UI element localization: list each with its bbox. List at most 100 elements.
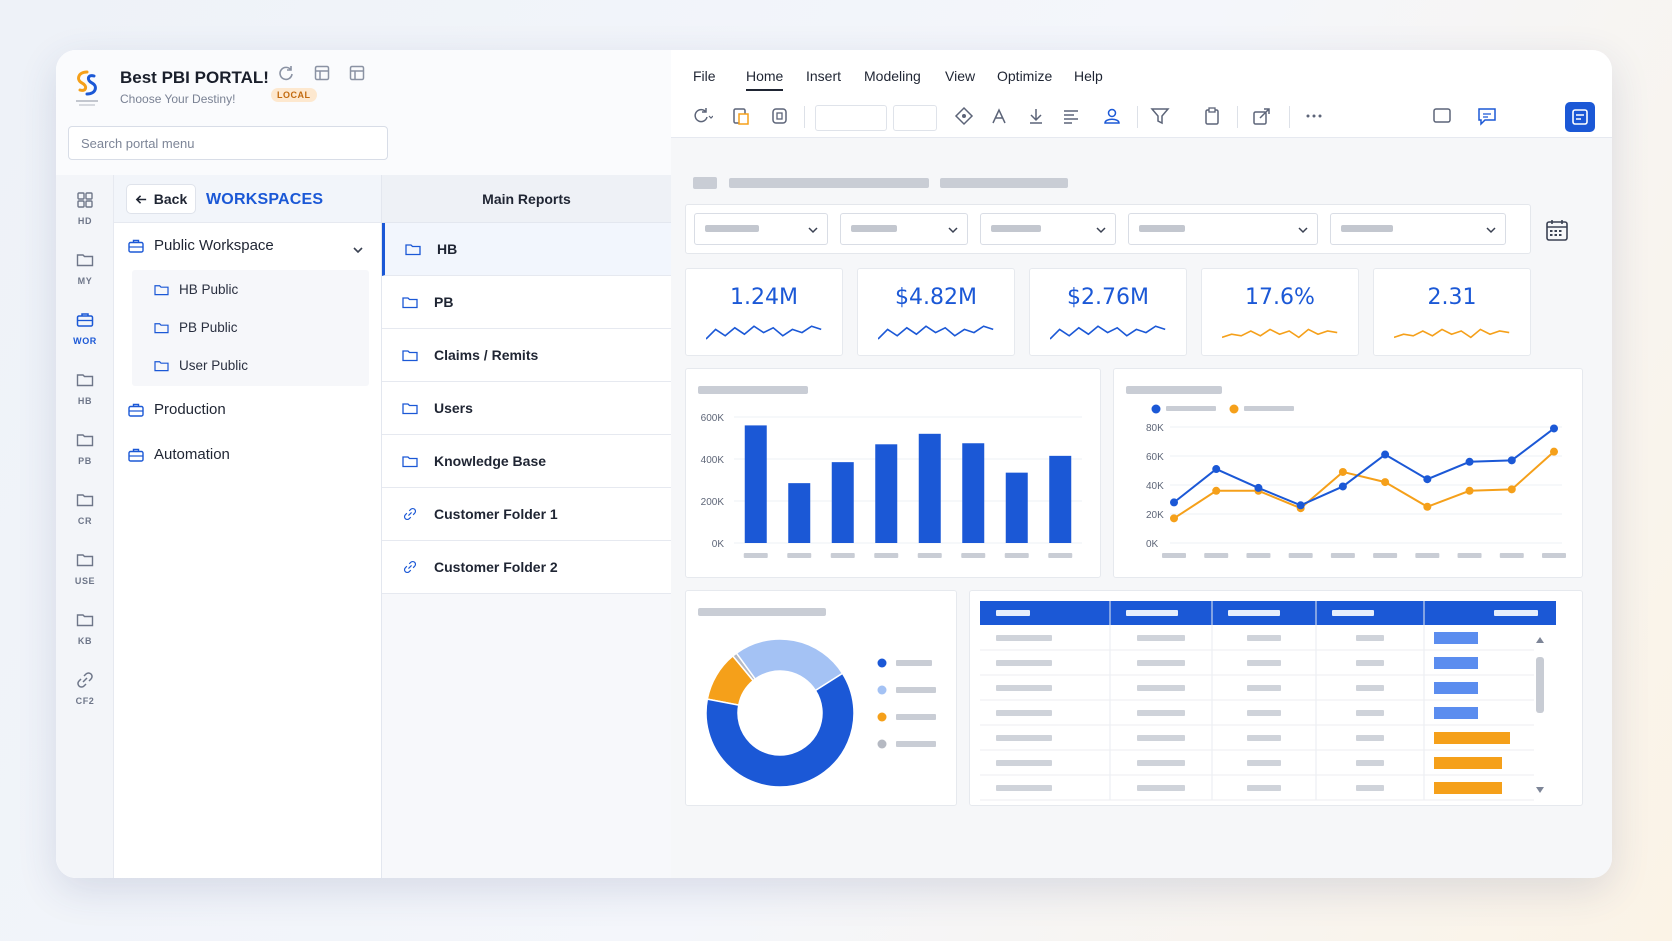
menu-view[interactable]: View: [945, 68, 976, 84]
layout-icon[interactable]: [313, 64, 331, 82]
series-line: [1173, 427, 1555, 507]
user-format-icon[interactable]: [1101, 106, 1123, 126]
publish-button[interactable]: [1565, 102, 1595, 132]
panel-icon[interactable]: [348, 64, 366, 82]
clipboard-icon[interactable]: [1201, 106, 1223, 126]
slicer-dropdown[interactable]: [840, 213, 968, 245]
chart-title: [1126, 381, 1222, 399]
refresh-toolbar-icon[interactable]: [691, 106, 713, 126]
bar[interactable]: [962, 443, 985, 543]
bar[interactable]: [744, 425, 767, 543]
report-item[interactable]: Customer Folder 1: [382, 488, 671, 541]
back-button[interactable]: Back: [126, 184, 196, 214]
data-point[interactable]: [1381, 478, 1390, 487]
data-point[interactable]: [1296, 501, 1305, 510]
workspace-automation[interactable]: Automation: [128, 446, 230, 463]
menu-home[interactable]: Home: [746, 68, 784, 91]
rail-item-cr[interactable]: CR: [56, 485, 114, 535]
workspace-production[interactable]: Production: [128, 401, 226, 418]
table-cell: [1356, 735, 1384, 741]
data-point[interactable]: [1212, 486, 1221, 495]
legend-label: [896, 714, 936, 720]
data-point[interactable]: [1423, 502, 1432, 511]
data-point[interactable]: [1170, 514, 1178, 523]
menu-file[interactable]: File: [693, 68, 716, 84]
report-item[interactable]: HB: [382, 223, 671, 276]
data-point[interactable]: [1254, 483, 1263, 492]
sub-item-user-public[interactable]: User Public: [154, 358, 248, 373]
bar[interactable]: [1005, 472, 1028, 543]
data-point[interactable]: [1550, 424, 1558, 433]
rail-item-pb[interactable]: PB: [56, 425, 114, 475]
copy-icon[interactable]: [769, 106, 791, 126]
refresh-icon[interactable]: [277, 64, 295, 82]
bar[interactable]: [788, 483, 811, 543]
bar[interactable]: [831, 462, 854, 543]
rail-item-hd[interactable]: HD: [56, 185, 114, 235]
data-point[interactable]: [1381, 450, 1390, 459]
chat-icon[interactable]: [1476, 106, 1498, 126]
data-point[interactable]: [1507, 485, 1516, 494]
rail-item-kb[interactable]: KB: [56, 605, 114, 655]
filter-icon[interactable]: [1149, 106, 1171, 126]
slicer-dropdown[interactable]: [694, 213, 828, 245]
download-icon[interactable]: [1025, 106, 1047, 126]
column-header[interactable]: [1332, 610, 1374, 616]
slicer-dropdown[interactable]: [980, 213, 1116, 245]
font-dropdown[interactable]: [893, 105, 937, 131]
share-icon[interactable]: [1251, 106, 1273, 126]
briefcase-icon: [76, 313, 94, 327]
chevron-down-icon[interactable]: [351, 243, 365, 257]
text-size-icon[interactable]: [989, 106, 1011, 126]
workspace-public[interactable]: Public Workspace: [128, 237, 274, 254]
report-item[interactable]: Users: [382, 382, 671, 435]
bar[interactable]: [875, 444, 898, 543]
rail-item-label: HB: [77, 396, 93, 406]
slicer-dropdown[interactable]: [1330, 213, 1506, 245]
report-item[interactable]: PB: [382, 276, 671, 329]
rail-item-wor[interactable]: WOR: [56, 305, 114, 355]
report-item[interactable]: Knowledge Base: [382, 435, 671, 488]
column-header[interactable]: [1228, 610, 1280, 616]
report-item-label: Knowledge Base: [434, 453, 547, 469]
rail-item-cf2[interactable]: CF2: [56, 665, 114, 715]
scrollbar-thumb[interactable]: [1536, 657, 1544, 713]
column-header[interactable]: [1494, 610, 1538, 616]
align-icon[interactable]: [1061, 106, 1083, 126]
comment-icon[interactable]: [1431, 106, 1453, 126]
column-header[interactable]: [996, 610, 1030, 616]
sub-item-hb-public[interactable]: HB Public: [154, 282, 238, 297]
rail-item-my[interactable]: MY: [56, 245, 114, 295]
calendar-icon[interactable]: [1545, 218, 1569, 242]
donut-slice[interactable]: [705, 672, 855, 788]
font-size-box[interactable]: [815, 105, 887, 131]
scroll-up-icon[interactable]: [1536, 637, 1544, 643]
data-point[interactable]: [1465, 457, 1474, 466]
menu-help[interactable]: Help: [1074, 68, 1103, 84]
menu-insert[interactable]: Insert: [806, 68, 842, 84]
data-point[interactable]: [1212, 465, 1221, 474]
data-point[interactable]: [1465, 486, 1474, 495]
data-point[interactable]: [1423, 475, 1432, 484]
data-point[interactable]: [1338, 467, 1347, 476]
slicer-dropdown[interactable]: [1128, 213, 1318, 245]
report-item[interactable]: Customer Folder 2: [382, 541, 671, 594]
column-header[interactable]: [1126, 610, 1178, 616]
shape-icon[interactable]: [953, 106, 975, 126]
bar[interactable]: [918, 433, 941, 543]
search-portal-input[interactable]: [68, 126, 388, 160]
data-point[interactable]: [1550, 447, 1558, 456]
rail-item-use[interactable]: USE: [56, 545, 114, 595]
menu-modeling[interactable]: Modeling: [864, 68, 921, 84]
more-options-icon[interactable]: [1303, 106, 1325, 126]
menu-optimize[interactable]: Optimize: [997, 68, 1053, 84]
bar[interactable]: [1049, 455, 1072, 543]
paste-icon[interactable]: [731, 106, 753, 126]
data-point[interactable]: [1507, 456, 1516, 465]
data-point[interactable]: [1338, 482, 1347, 491]
report-item[interactable]: Claims / Remits: [382, 329, 671, 382]
scroll-down-icon[interactable]: [1536, 787, 1544, 793]
sub-item-pb-public[interactable]: PB Public: [154, 320, 238, 335]
rail-item-hb[interactable]: HB: [56, 365, 114, 415]
data-point[interactable]: [1170, 498, 1178, 507]
